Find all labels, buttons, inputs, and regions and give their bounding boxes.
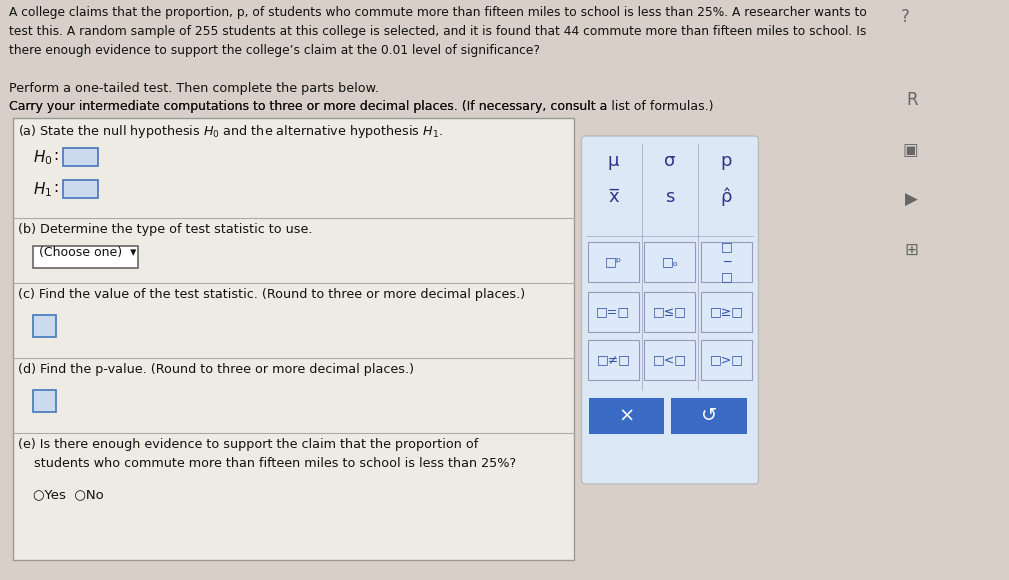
Bar [33, 315, 55, 337]
FancyBboxPatch shape [581, 136, 759, 484]
Bar [701, 242, 752, 282]
Text: □≤□: □≤□ [653, 306, 687, 318]
Bar [645, 292, 695, 332]
Text: (c) Find the value of the test statistic. (Round to three or more decimal places: (c) Find the value of the test statistic… [18, 288, 526, 301]
Text: □<□: □<□ [653, 353, 687, 367]
Text: :: : [53, 180, 59, 195]
Bar [645, 340, 695, 380]
Bar [64, 148, 98, 166]
Text: (b) Determine the type of test statistic to use.: (b) Determine the type of test statistic… [18, 223, 313, 236]
Text: □≥□: □≥□ [709, 306, 744, 318]
Bar [645, 242, 695, 282]
Bar [588, 242, 639, 282]
Text: ×: × [619, 407, 635, 426]
Text: μ: μ [607, 152, 620, 170]
Text: (d) Find the p-value. (Round to three or more decimal places.): (d) Find the p-value. (Round to three or… [18, 363, 415, 376]
Text: p: p [720, 152, 733, 170]
Text: $H_0$: $H_0$ [33, 148, 52, 166]
Text: Perform a one-tailed test. Then complete the parts below.: Perform a one-tailed test. Then complete… [9, 82, 379, 95]
Text: □
─
□: □ ─ □ [720, 241, 733, 284]
Text: R: R [906, 91, 918, 109]
Text: ↺: ↺ [700, 407, 717, 426]
Text: x̅: x̅ [608, 188, 619, 206]
Text: □=□: □=□ [596, 306, 631, 318]
Text: □>□: □>□ [709, 353, 744, 367]
Text: σ: σ [664, 152, 676, 170]
Text: $H_1$: $H_1$ [33, 180, 52, 199]
FancyBboxPatch shape [33, 246, 138, 268]
Bar [33, 390, 55, 412]
Text: :: : [53, 148, 59, 163]
Text: □ᵖ: □ᵖ [604, 256, 622, 269]
Text: ○Yes  ○No: ○Yes ○No [33, 488, 104, 501]
Text: ⊞: ⊞ [904, 241, 918, 259]
Bar [588, 340, 639, 380]
Text: □≠□: □≠□ [596, 353, 631, 367]
Text: (Choose one)  ▾: (Choose one) ▾ [38, 246, 136, 259]
Bar [588, 292, 639, 332]
Text: □ₒ: □ₒ [662, 256, 678, 269]
Text: ρ̂: ρ̂ [720, 188, 733, 206]
Text: (a) State the null hypothesis $H_0$ and the alternative hypothesis $H_1$.: (a) State the null hypothesis $H_0$ and … [18, 123, 443, 140]
Text: s: s [665, 188, 675, 206]
Bar [701, 292, 752, 332]
Bar [671, 398, 747, 434]
Bar [701, 340, 752, 380]
Bar [64, 180, 98, 198]
Text: Carry your intermediate computations to three or more decimal places. (If necess: Carry your intermediate computations to … [9, 100, 611, 113]
Text: (e) Is there enough evidence to support the claim that the proportion of
    stu: (e) Is there enough evidence to support … [18, 438, 517, 470]
Text: ?: ? [901, 8, 910, 26]
Text: ▣: ▣ [902, 141, 918, 159]
Bar [13, 118, 574, 560]
Text: A college claims that the proportion, p, of students who commute more than fifte: A college claims that the proportion, p,… [9, 6, 867, 57]
Bar [589, 398, 664, 434]
Text: Carry your intermediate computations to three or more decimal places. (If necess: Carry your intermediate computations to … [9, 100, 713, 113]
Text: ▶: ▶ [905, 191, 918, 209]
